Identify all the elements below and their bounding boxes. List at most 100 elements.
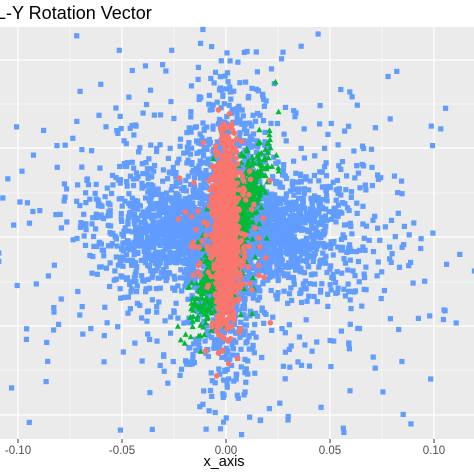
point-square	[273, 160, 279, 166]
point-square	[191, 230, 197, 237]
point-square	[117, 180, 123, 186]
point-square	[238, 319, 244, 325]
point-square	[260, 118, 267, 124]
point-square	[335, 142, 341, 148]
point-square	[108, 243, 114, 249]
point-square	[184, 361, 190, 367]
point-triangle	[244, 223, 251, 230]
point-square	[312, 153, 318, 159]
point-square	[175, 212, 181, 218]
point-square	[255, 206, 261, 212]
point-square	[225, 79, 231, 85]
point-square	[370, 217, 376, 223]
point-square	[266, 143, 272, 150]
point-triangle	[187, 314, 194, 320]
point-square	[360, 221, 366, 227]
point-square	[164, 190, 170, 196]
point-square	[443, 105, 449, 111]
point-square	[290, 247, 297, 253]
point-square	[110, 230, 116, 236]
point-square	[93, 211, 99, 217]
point-square	[323, 187, 329, 193]
point-square	[347, 242, 353, 248]
point-square	[165, 206, 171, 212]
point-square	[194, 309, 200, 315]
point-square	[143, 101, 150, 108]
point-square	[139, 230, 145, 236]
point-square	[57, 211, 63, 217]
point-square	[58, 296, 64, 302]
point-triangle	[205, 263, 212, 270]
point-square	[251, 350, 257, 356]
point-square	[206, 92, 212, 98]
point-square	[316, 199, 322, 205]
point-square	[120, 263, 126, 269]
point-square	[134, 206, 140, 212]
point-square	[163, 277, 169, 284]
point-square	[322, 260, 329, 266]
point-square	[327, 183, 333, 189]
point-square	[301, 205, 308, 211]
point-square	[242, 289, 248, 295]
point-square	[274, 224, 280, 230]
point-square	[332, 279, 339, 286]
point-square	[328, 263, 334, 269]
point-square	[172, 240, 178, 246]
point-square	[209, 225, 215, 231]
point-square	[236, 135, 242, 141]
point-square	[307, 281, 313, 287]
point-square	[252, 278, 258, 284]
point-square	[180, 218, 186, 224]
point-square	[319, 196, 326, 203]
point-square	[93, 215, 100, 221]
point-square	[121, 138, 127, 144]
point-square	[325, 291, 331, 297]
point-square	[129, 122, 135, 129]
point-square	[186, 231, 192, 237]
point-square	[342, 235, 348, 241]
point-square	[202, 209, 208, 215]
point-square	[146, 255, 153, 262]
point-square	[43, 379, 49, 385]
point-square	[327, 282, 333, 288]
point-square	[330, 179, 336, 185]
point-square	[51, 305, 57, 311]
point-square	[301, 243, 307, 249]
point-triangle	[200, 245, 207, 252]
point-square	[288, 285, 294, 291]
point-square	[285, 271, 291, 277]
point-square	[340, 425, 346, 431]
point-square	[157, 227, 164, 233]
point-square	[362, 247, 368, 253]
point-square	[323, 206, 329, 212]
point-square	[304, 241, 310, 248]
point-square	[180, 252, 186, 258]
point-square	[58, 225, 64, 231]
point-square	[107, 260, 113, 266]
point-square	[190, 264, 197, 270]
point-square	[334, 289, 341, 296]
point-square	[366, 237, 372, 243]
point-square	[221, 392, 227, 398]
point-square	[128, 289, 134, 295]
point-square	[132, 220, 138, 227]
point-square	[338, 192, 344, 198]
point-square	[151, 190, 157, 196]
point-square	[217, 371, 223, 377]
point-square	[291, 200, 297, 206]
point-square	[212, 338, 218, 344]
point-square	[247, 120, 253, 126]
point-square	[228, 89, 234, 95]
point-square	[388, 217, 395, 223]
point-square	[157, 249, 163, 255]
point-square	[298, 362, 305, 368]
point-square	[229, 342, 235, 348]
point-square	[294, 179, 300, 185]
point-square	[164, 244, 170, 250]
point-square	[118, 295, 124, 301]
point-triangle	[263, 165, 270, 172]
point-square	[24, 326, 30, 332]
point-triangle	[257, 182, 264, 189]
point-triangle	[174, 323, 181, 329]
point-square	[182, 196, 188, 202]
